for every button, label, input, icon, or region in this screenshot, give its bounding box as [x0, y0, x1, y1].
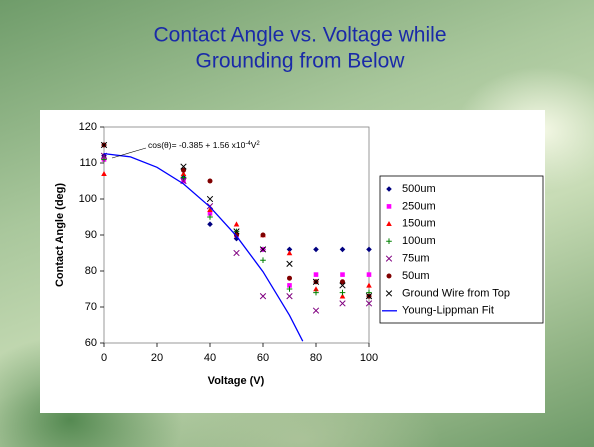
point	[340, 279, 345, 285]
point	[180, 171, 187, 177]
legend-label: 250um	[402, 200, 436, 212]
point	[386, 221, 392, 227]
point	[259, 246, 267, 253]
legend-label: 75um	[402, 253, 430, 265]
point	[339, 289, 346, 296]
x-tick-label: 40	[204, 352, 216, 364]
point	[206, 195, 214, 203]
point	[181, 167, 186, 173]
annotation-leader	[111, 147, 147, 159]
point	[287, 283, 292, 288]
annotation-part: -4	[245, 141, 251, 147]
x-tick-label: 80	[310, 352, 322, 364]
y-tick-label: 60	[85, 337, 97, 349]
point	[313, 289, 319, 296]
point	[259, 293, 267, 300]
point	[386, 204, 392, 209]
point	[366, 282, 372, 288]
y-tick-label: 120	[79, 121, 97, 133]
point	[313, 272, 319, 277]
legend-label: Ground Wire from Top	[402, 287, 510, 299]
point	[101, 156, 107, 163]
y-tick-label: 90	[85, 229, 97, 241]
legend-label: 150um	[402, 218, 436, 230]
point	[339, 246, 346, 253]
point	[180, 174, 187, 181]
y-tick-label: 70	[85, 301, 97, 313]
point	[386, 186, 392, 192]
point	[207, 214, 213, 220]
legend-label: 100um	[402, 235, 436, 247]
legend-label: 500um	[402, 183, 436, 195]
point	[286, 246, 293, 253]
point	[312, 278, 320, 285]
annotation: cos(θ)= -0.385 + 1.56 x10-4V2	[148, 140, 260, 150]
legend-label: 50um	[402, 270, 430, 282]
point	[233, 221, 240, 227]
point	[207, 207, 213, 213]
y-tick-label: 100	[79, 193, 97, 205]
point	[260, 232, 266, 238]
legend	[379, 175, 544, 324]
point	[313, 286, 319, 292]
point	[286, 260, 293, 267]
point	[365, 300, 373, 307]
point	[260, 257, 266, 263]
point	[385, 255, 393, 262]
point	[101, 171, 107, 177]
point	[207, 178, 213, 184]
y-axis-label: Contact Angle (deg)	[54, 183, 66, 287]
chart-title: Contact Angle vs. Voltage while	[153, 24, 446, 47]
point	[339, 293, 346, 299]
point	[286, 286, 293, 292]
x-tick-label: 60	[257, 352, 269, 364]
annotation-part: V	[251, 140, 257, 150]
x-axis-label: Voltage (V)	[208, 375, 265, 387]
point	[386, 273, 392, 279]
point	[340, 272, 345, 277]
point	[312, 307, 320, 314]
x-tick-label: 100	[360, 352, 378, 364]
point	[100, 141, 108, 149]
point	[385, 290, 393, 297]
chart-title: Grounding from Below	[196, 50, 406, 73]
point	[339, 300, 346, 307]
y-tick-label: 110	[79, 157, 97, 169]
point	[365, 293, 373, 300]
point	[386, 238, 392, 244]
point	[287, 275, 292, 281]
point	[286, 250, 293, 256]
point	[286, 293, 293, 300]
annotation-part: cos(θ)= -0.385 + 1.56 x10	[148, 140, 246, 150]
point	[339, 282, 346, 289]
x-tick-label: 0	[101, 352, 107, 364]
point	[180, 163, 187, 170]
point	[233, 249, 240, 257]
point	[207, 211, 213, 216]
point	[207, 221, 213, 227]
fit-line	[103, 152, 304, 342]
annotation-part: 2	[256, 141, 260, 147]
x-tick-label: 20	[151, 352, 163, 364]
legend-label: Young-Lippman Fit	[402, 305, 494, 317]
point	[366, 246, 372, 253]
point	[313, 246, 319, 253]
point	[366, 272, 372, 277]
y-tick-label: 80	[85, 265, 97, 277]
